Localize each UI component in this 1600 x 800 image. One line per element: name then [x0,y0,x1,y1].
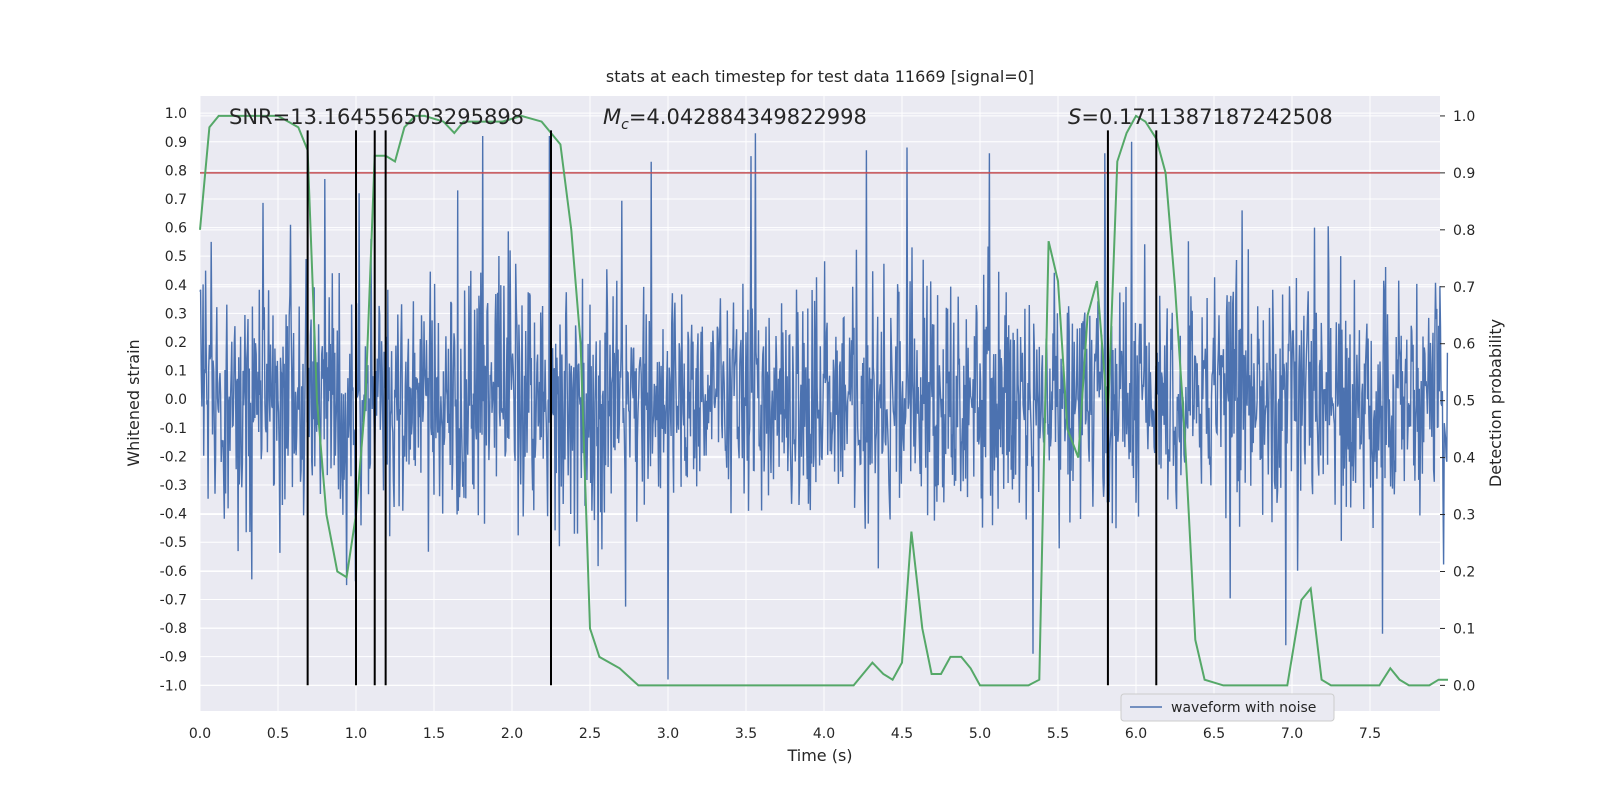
x-tick-label: 0.0 [189,726,211,742]
y-tick-label: 0.2 [165,335,187,351]
y-tick-label: 0.3 [165,306,187,322]
y-tick-label: -0.9 [160,650,187,666]
probability-line [199,114,1448,687]
s-annotation: S=0.1711387187242508 [1068,105,1333,129]
x-tick-label: 7.5 [1359,726,1381,742]
y-tick-label: 0.4 [165,278,187,294]
strain-line [199,133,1449,680]
chirp-mass-subscript: c [621,117,629,133]
chirp-mass-annotation: Mc=4.042884349822998 [603,105,867,133]
chirp-mass-symbol: M [603,105,621,129]
x-tick-label: 6.5 [1203,726,1225,742]
y2-axis-label: Detection probability [1486,319,1505,487]
y-tick-label: -0.7 [160,592,187,608]
y2-tick-label: 0.4 [1453,451,1475,467]
y-tick-label: -0.2 [160,449,187,465]
y2-tick-label: 1.0 [1453,109,1475,125]
x-tick-label: 5.5 [1047,726,1069,742]
y2-tick-label: 0.8 [1453,223,1475,239]
x-tick-label: 2.0 [501,726,523,742]
y-tick-label: -0.4 [160,507,187,523]
x-tick-label: 3.0 [657,726,679,742]
y-axis-label: Whitened strain [124,339,143,466]
x-axis: 0.0 0.5 1.0 1.5 2.0 2.5 3.0 3.5 4.0 4.5 5.0 5.5 6.0 6… [189,726,1381,742]
y-tick-label: -0.1 [160,421,187,437]
y-tick-label: 0.7 [165,192,187,208]
y-tick-label: 0.1 [165,364,187,380]
x-axis-label: Time (s) [786,746,852,765]
x-tick-label: 0.5 [267,726,289,742]
x-tick-label: 5.0 [969,726,991,742]
x-tick-label: 4.5 [891,726,913,742]
y-tick-label: -0.6 [160,564,187,580]
x-tick-label: 4.0 [813,726,835,742]
y-tick-label: 0.5 [165,249,187,265]
y-tick-label: -1.0 [160,678,187,694]
strain-series [199,133,1449,680]
y-tick-label: 0.0 [165,392,187,408]
y-tick-label: 0.9 [165,135,187,151]
y2-tick-label: 0.5 [1453,394,1475,410]
y-tick-label: 0.6 [165,221,187,237]
x-tick-label: 2.5 [579,726,601,742]
s-value: =0.1711387187242508 [1081,105,1332,129]
probability-series [199,114,1448,687]
y-tick-label: -0.3 [160,478,187,494]
y-tick-label: -0.8 [160,621,187,637]
y-axis-right: 1.0 0.9 0.8 0.7 0.6 0.5 0.4 0.3 0.2 0.1 0.0 [1440,109,1475,694]
s-symbol: S [1068,105,1081,129]
y-tick-label: 0.8 [165,163,187,179]
x-tick-label: 1.5 [423,726,445,742]
y-axis-left: 1.0 0.9 0.8 0.7 0.6 0.5 0.4 0.3 0.2 0.1 0.0 -0.1 -0.… [160,106,187,694]
y-tick-label: -0.5 [160,535,187,551]
legend-box [1120,693,1335,722]
legend: waveform with noise [1120,693,1335,722]
chart-title: stats at each timestep for test data 116… [606,67,1034,86]
y2-tick-label: 0.9 [1453,166,1475,182]
y-tick-label: 1.0 [165,106,187,122]
x-tick-label: 1.0 [345,726,367,742]
event-lines [306,130,1158,686]
y2-tick-label: 0.3 [1453,508,1475,524]
y2-tick-label: 0.7 [1453,280,1475,296]
annotations: SNR=13.164556503295898 Mc=4.042884349822… [229,105,1333,133]
x-tick-label: 7.0 [1281,726,1303,742]
y2-tick-label: 0.2 [1453,564,1475,580]
y2-tick-label: 0.1 [1453,621,1475,637]
snr-annotation: SNR=13.164556503295898 [229,105,524,129]
y2-tick-label: 0.6 [1453,337,1475,353]
x-tick-label: 3.5 [735,726,757,742]
x-tick-label: 6.0 [1125,726,1147,742]
y2-tick-label: 0.0 [1453,678,1475,694]
chirp-mass-value: =4.042884349822998 [629,105,867,129]
legend-label: waveform with noise [1171,700,1316,716]
